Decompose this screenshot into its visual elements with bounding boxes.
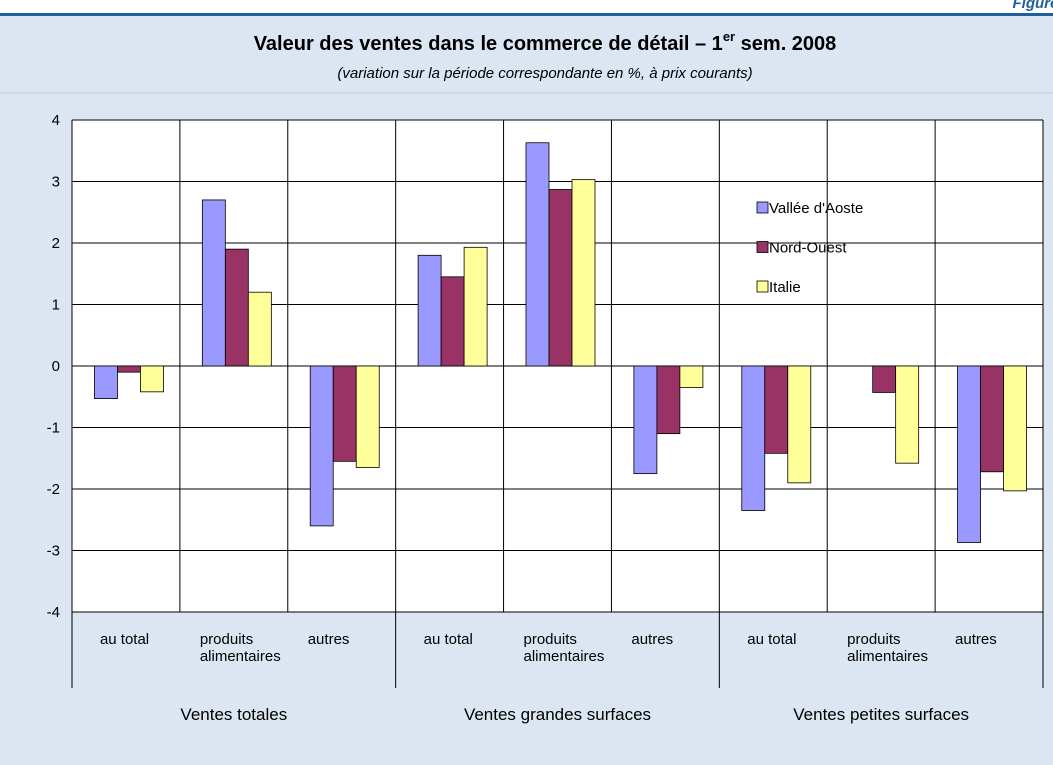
bar: [309, 365, 334, 527]
bar: [787, 365, 812, 484]
bar: [633, 365, 658, 475]
y-tick-label: 3: [52, 174, 60, 191]
bar: [571, 179, 596, 367]
bar: [201, 199, 226, 367]
chart-title: Valeur des ventes dans le commerce de dé…: [254, 29, 837, 55]
bar: [679, 365, 704, 388]
bar: [463, 246, 488, 367]
bar: [224, 248, 249, 367]
title-sup: er: [723, 29, 735, 44]
bar: [525, 142, 550, 367]
bar: [417, 254, 442, 367]
group-label: Ventes grandes surfaces: [464, 705, 651, 724]
y-tick-label: 1: [52, 297, 60, 314]
figure-label: Figure 1.: [1012, 0, 1053, 12]
bar: [247, 291, 272, 367]
y-tick-label: 2: [52, 235, 60, 252]
group-label: Ventes totales: [180, 705, 287, 724]
bar: [548, 189, 573, 367]
bar: [980, 365, 1004, 473]
x-tick-label: produits alimentaires: [199, 631, 281, 665]
y-tick-label: -3: [47, 543, 60, 560]
bar: [94, 365, 118, 399]
title-part: sem. 2008: [735, 33, 836, 55]
bar: [440, 276, 465, 367]
title-part: Valeur des ventes dans le commerce de dé…: [254, 33, 723, 55]
x-tick-label: au total: [747, 631, 797, 648]
legend-swatch: [756, 241, 769, 253]
x-tick-label: produits alimentaires: [847, 631, 929, 665]
legend-swatch: [756, 201, 769, 214]
y-tick-label: -1: [47, 420, 60, 437]
bar: [872, 365, 897, 393]
bar: [656, 365, 681, 435]
x-tick-label: au total: [99, 631, 150, 648]
y-tick-label: -4: [47, 604, 60, 621]
x-tick-label: autres: [307, 631, 350, 648]
bar: [895, 365, 920, 464]
bar: [764, 365, 789, 454]
top-rule: [0, 13, 1053, 16]
legend-swatch: [756, 280, 769, 293]
x-tick-label: au total: [423, 631, 473, 648]
x-tick-label: produits alimentaires: [523, 631, 605, 665]
bar: [355, 365, 380, 468]
bar: [140, 365, 164, 393]
bar: [1003, 365, 1027, 492]
group-label: Ventes petites surfaces: [793, 705, 969, 724]
legend-label: Nord-Ouest: [769, 240, 847, 257]
legend-label: Vallée d'Aoste: [769, 200, 863, 217]
y-tick-label: 0: [52, 358, 60, 375]
legend-label: Italie: [769, 279, 801, 296]
chart-subtitle: (variation sur la période correspondante…: [337, 65, 752, 82]
x-tick-label: autres: [955, 631, 997, 648]
y-tick-label: 4: [52, 112, 60, 129]
bar: [332, 365, 357, 462]
bar: [741, 365, 766, 511]
bar: [117, 365, 141, 373]
y-tick-label: -2: [47, 481, 60, 498]
x-tick-label: autres: [631, 631, 674, 648]
bar: [957, 365, 981, 543]
